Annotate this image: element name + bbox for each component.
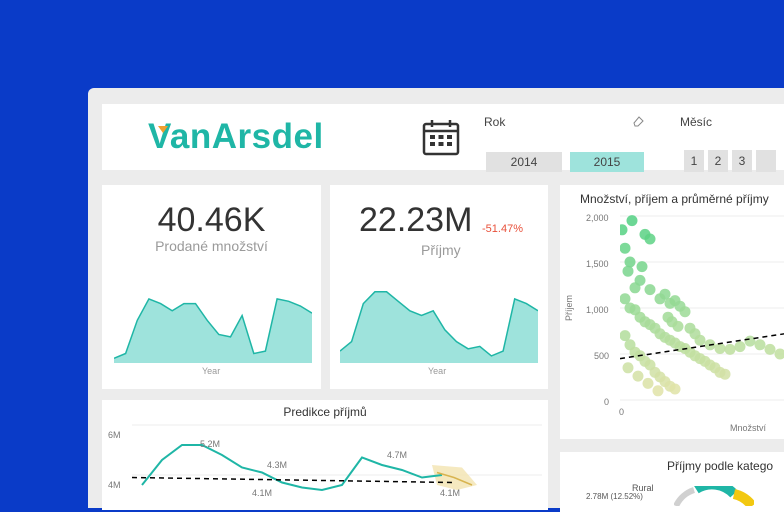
forecast-chart-card[interactable]: Predikce příjmů 6M 4M 5.2M 4.3M 4.7M 4.1…	[102, 400, 548, 510]
scatter-point[interactable]	[735, 341, 746, 352]
forecast-chart-title: Predikce příjmů	[102, 405, 548, 419]
forecast-label-4-1m-a: 4.1M	[252, 488, 272, 498]
kpi-revenue-card[interactable]: 22.23M -51.47% Příjmy Year	[330, 185, 548, 389]
scatter-y-tick-2000: 2,000	[586, 213, 609, 223]
kpi-revenue-change: -51.47%	[482, 223, 523, 235]
forecast-y-tick-6m: 6M	[108, 430, 121, 440]
scatter-point[interactable]	[627, 215, 638, 226]
kpi-revenue-label: Příjmy	[421, 242, 461, 258]
quantity-axis-label: Year	[202, 366, 220, 376]
eraser-icon[interactable]	[632, 115, 644, 127]
scatter-point[interactable]	[633, 371, 644, 382]
scatter-point[interactable]	[775, 349, 784, 360]
scatter-plot-area	[620, 210, 784, 410]
scatter-point[interactable]	[625, 257, 636, 268]
forecast-label-4-3m: 4.3M	[267, 460, 287, 470]
scatter-chart-card[interactable]: Množství, příjem a průměrné příjmy 2,000…	[560, 185, 784, 439]
scatter-point[interactable]	[620, 243, 631, 254]
scatter-point[interactable]	[673, 321, 684, 332]
scatter-point[interactable]	[645, 234, 656, 245]
scatter-point[interactable]	[637, 261, 648, 272]
scatter-y-axis-title: Příjem	[564, 295, 574, 321]
month-chip-4[interactable]	[756, 150, 776, 172]
category-chart-title: Příjmy podle katego	[667, 459, 773, 473]
scatter-point[interactable]	[765, 344, 776, 355]
forecast-plot-area	[132, 420, 548, 510]
kpi-quantity-value: 40.46K	[102, 201, 321, 240]
dashboard-canvas: VanArsdel Rok 2014 2015 Měsíc 1 2 3 40.4…	[88, 88, 784, 508]
forecast-y-tick-4m: 4M	[108, 480, 121, 490]
forecast-label-4-1m-b: 4.1M	[440, 488, 460, 498]
scatter-point[interactable]	[655, 293, 666, 304]
scatter-point[interactable]	[755, 339, 766, 350]
forecast-label-5-2m: 5.2M	[200, 439, 220, 449]
kpi-quantity-card[interactable]: 40.46K Prodané množství Year	[102, 185, 321, 389]
scatter-y-tick-500: 500	[594, 351, 609, 361]
scatter-chart-title: Množství, příjem a průměrné příjmy	[580, 192, 769, 206]
scatter-point[interactable]	[725, 344, 736, 355]
quantity-sparkline	[114, 281, 312, 367]
kpi-revenue-value: 22.23M	[359, 201, 472, 240]
scatter-y-tick-0: 0	[604, 397, 609, 407]
year-chip-2014[interactable]: 2014	[486, 152, 562, 172]
month-chip-1[interactable]: 1	[684, 150, 704, 172]
scatter-point[interactable]	[623, 362, 634, 373]
brand-logo: VanArsdel	[148, 117, 324, 157]
scatter-x-axis-title: Množství	[730, 423, 766, 433]
revenue-sparkline	[340, 281, 538, 367]
scatter-y-tick-1000: 1,000	[586, 305, 609, 315]
scatter-point[interactable]	[745, 336, 756, 347]
category-chart-card[interactable]: Příjmy podle katego Rural 2.78M (12.52%)	[560, 452, 784, 512]
month-slicer-label: Měsíc	[680, 115, 712, 129]
header-bar: VanArsdel Rok 2014 2015 Měsíc 1 2 3	[102, 104, 784, 170]
scatter-point[interactable]	[645, 284, 656, 295]
scatter-y-tick-1500: 1,500	[586, 259, 609, 269]
scatter-point[interactable]	[715, 343, 726, 354]
scatter-point[interactable]	[643, 378, 654, 389]
category-slice-value: 2.78M (12.52%)	[586, 492, 643, 501]
month-chip-3[interactable]: 3	[732, 150, 752, 172]
scatter-point[interactable]	[680, 306, 691, 317]
scatter-point[interactable]	[623, 266, 634, 277]
kpi-quantity-label: Prodané množství	[102, 238, 321, 254]
revenue-axis-label: Year	[428, 366, 446, 376]
scatter-point[interactable]	[720, 369, 731, 380]
scatter-point[interactable]	[653, 385, 664, 396]
category-donut	[674, 486, 754, 506]
calendar-icon[interactable]	[422, 120, 460, 156]
scatter-point[interactable]	[695, 335, 706, 346]
scatter-point[interactable]	[670, 384, 681, 395]
forecast-trend-line	[132, 478, 452, 483]
year-chip-2015[interactable]: 2015	[570, 152, 644, 172]
scatter-point[interactable]	[630, 282, 641, 293]
month-chip-2[interactable]: 2	[708, 150, 728, 172]
year-slicer-label: Rok	[484, 115, 505, 129]
scatter-point[interactable]	[620, 224, 628, 235]
logo-accent-icon	[158, 126, 168, 134]
forecast-label-4-7m: 4.7M	[387, 450, 407, 460]
